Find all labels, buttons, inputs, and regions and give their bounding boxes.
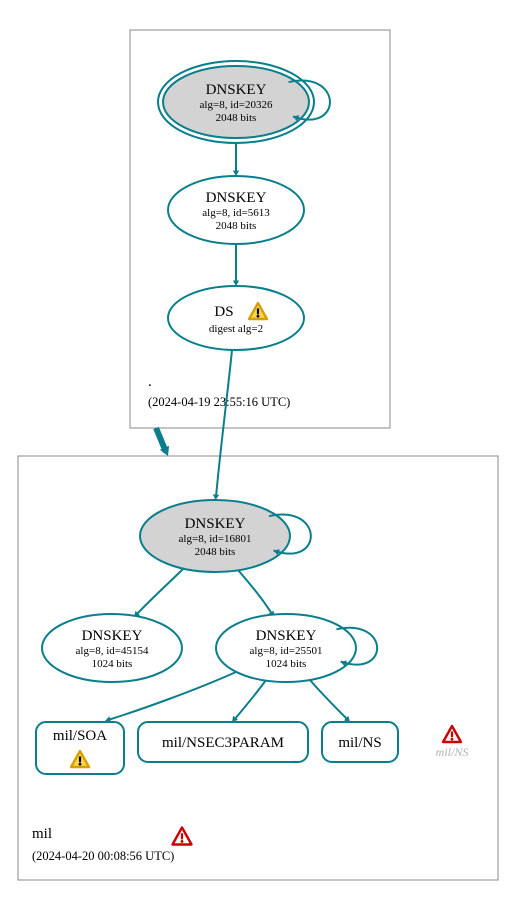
svg-text:(2024-04-19 23:55:16 UTC): (2024-04-19 23:55:16 UTC)	[148, 395, 290, 409]
warning-red-icon	[172, 828, 191, 845]
svg-text:alg=8, id=16801: alg=8, id=16801	[179, 533, 252, 545]
svg-text:2048 bits: 2048 bits	[216, 220, 257, 232]
svg-text:1024 bits: 1024 bits	[92, 658, 133, 670]
svg-text:alg=8, id=45154: alg=8, id=45154	[76, 645, 149, 657]
svg-text:DNSKEY: DNSKEY	[82, 628, 143, 644]
warning-red-icon	[443, 726, 461, 742]
svg-text:alg=8, id=5613: alg=8, id=5613	[202, 207, 270, 219]
svg-text:mil: mil	[32, 826, 52, 842]
edge	[234, 680, 266, 720]
edge	[216, 350, 232, 497]
svg-text:mil/SOA: mil/SOA	[53, 728, 107, 744]
svg-text:mil/NS: mil/NS	[338, 735, 381, 751]
svg-text:1024 bits: 1024 bits	[266, 658, 307, 670]
node-mil_ns: mil/NS	[322, 722, 398, 762]
node-mil_nsec3param: mil/NSEC3PARAM	[138, 722, 308, 762]
node-ghost_ns: mil/NS	[436, 745, 469, 759]
svg-text:mil/NSEC3PARAM: mil/NSEC3PARAM	[162, 735, 284, 751]
svg-text:DS: DS	[214, 304, 233, 320]
node-root_ksk: DNSKEYalg=8, id=203262048 bits	[158, 61, 330, 143]
edge	[136, 567, 185, 615]
edge	[310, 680, 348, 720]
node-root_ds: DS digest alg=2	[168, 286, 304, 350]
svg-text:(2024-04-20 00:08:56 UTC): (2024-04-20 00:08:56 UTC)	[32, 849, 174, 863]
edge	[238, 570, 272, 614]
svg-text:DNSKEY: DNSKEY	[256, 628, 317, 644]
svg-text:DNSKEY: DNSKEY	[185, 516, 246, 532]
node-mil_zsk1: DNSKEYalg=8, id=451541024 bits	[42, 614, 182, 682]
svg-text:DNSKEY: DNSKEY	[206, 190, 267, 206]
svg-text:2048 bits: 2048 bits	[195, 546, 236, 558]
svg-text:alg=8, id=20326: alg=8, id=20326	[200, 99, 273, 111]
svg-text:2048 bits: 2048 bits	[216, 112, 257, 124]
svg-text:digest alg=2: digest alg=2	[209, 323, 263, 335]
node-root_zsk: DNSKEYalg=8, id=56132048 bits	[168, 176, 304, 244]
svg-text:DNSKEY: DNSKEY	[206, 82, 267, 98]
svg-text:mil/NS: mil/NS	[436, 745, 469, 759]
svg-text:.: .	[148, 374, 152, 390]
svg-text:alg=8, id=25501: alg=8, id=25501	[250, 645, 323, 657]
node-mil_ksk: DNSKEYalg=8, id=168012048 bits	[140, 500, 311, 572]
node-mil_zsk2: DNSKEYalg=8, id=255011024 bits	[216, 614, 377, 682]
